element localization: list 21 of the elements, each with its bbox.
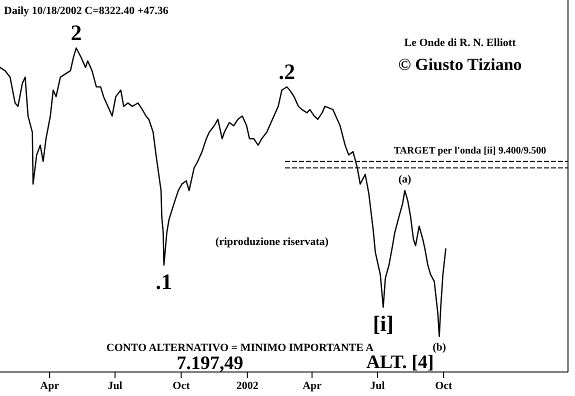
x-tick-label: Oct	[435, 380, 452, 392]
ref-line-label: TARGET per l'onda [ii] 9.400/9.500	[394, 145, 546, 156]
annotation: (b)	[432, 341, 446, 354]
chart-title: Daily 10/18/2002 C=8322.40 +47.36	[4, 5, 169, 17]
annotation: [i]	[372, 311, 394, 336]
annotation: 7.197,49	[176, 353, 244, 374]
annotation: (a)	[398, 174, 412, 186]
annotation: (riproduzione riservata)	[215, 236, 329, 248]
x-tick-label: 2002	[236, 380, 259, 392]
annotation: 2	[70, 20, 82, 45]
x-tick-label: Apr	[302, 380, 322, 392]
annotation: CONTO ALTERNATIVO = MINIMO IMPORTANTE A	[106, 342, 374, 354]
x-tick-label: Apr	[40, 380, 60, 392]
annotation: .1	[156, 269, 172, 294]
annotation: .2	[278, 58, 296, 84]
x-tick-label: Jul	[108, 380, 122, 392]
annotation: ALT. [4]	[366, 352, 434, 373]
x-tick-label: Jul	[370, 380, 385, 392]
annotation: © Giusto Tiziano	[398, 55, 522, 74]
annotation: Le Onde di R. N. Elliott	[404, 37, 516, 49]
x-tick-label: Oct	[172, 380, 190, 392]
